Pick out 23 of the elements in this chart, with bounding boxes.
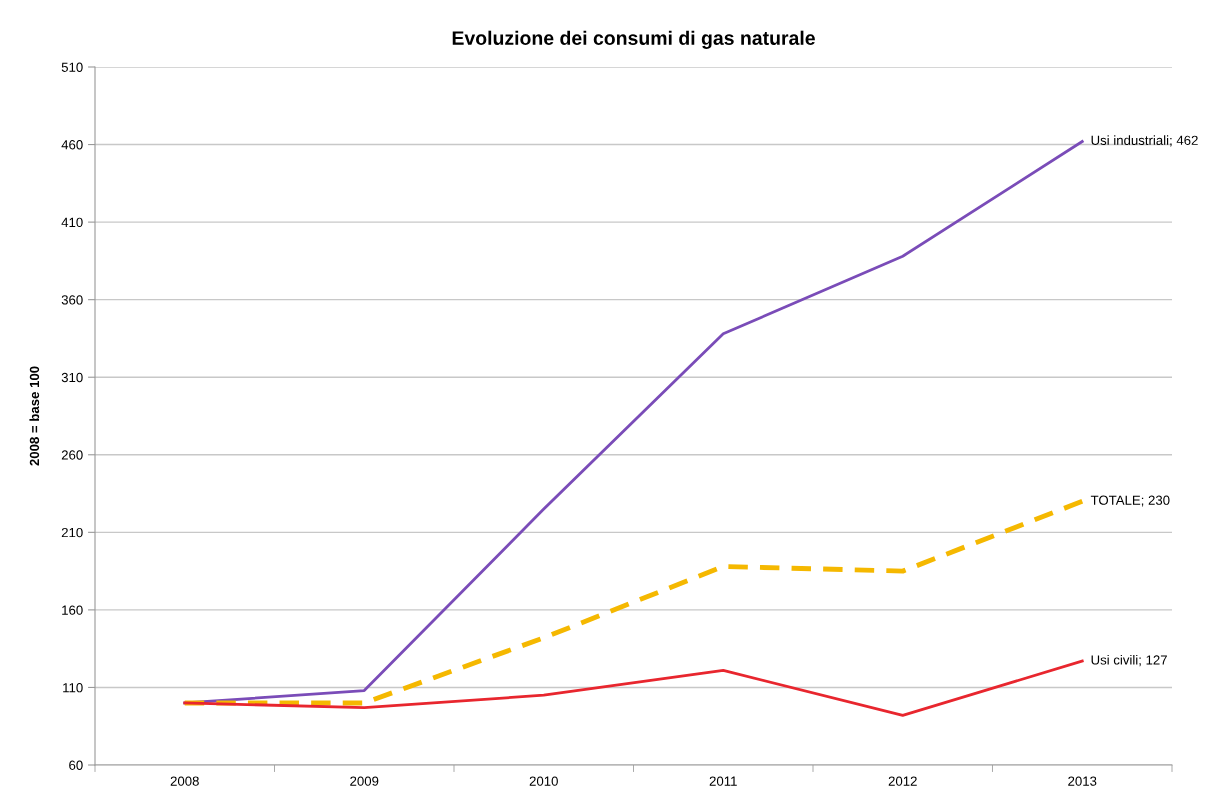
y-tick-label: 160 — [62, 605, 83, 615]
data-label: TOTALE; 230 — [1090, 495, 1170, 507]
y-tick-label: 260 — [61, 450, 83, 460]
y-tick-label: 60 — [69, 760, 83, 770]
x-tick-label: 2008 — [170, 776, 199, 786]
data-label: Usi civili; 127 — [1091, 654, 1167, 667]
y-axis-title: 2008 = base 100 — [29, 366, 40, 466]
line-series — [183, 659, 1084, 717]
y-tick-label: 210 — [61, 527, 83, 538]
y-tick-label: 360 — [61, 295, 83, 305]
y-tick-label: 110 — [63, 683, 83, 693]
x-tick-label: 2010 — [529, 776, 558, 786]
y-tick-label: 310 — [61, 372, 83, 383]
line-series — [182, 498, 1085, 706]
y-tick-label: 460 — [61, 140, 83, 150]
x-tick-label: 2009 — [350, 776, 379, 786]
x-tick-label: 2013 — [1068, 776, 1097, 786]
chart-title: Evoluzione dei consumi di gas naturale — [452, 30, 815, 49]
x-tick-label: 2012 — [888, 776, 917, 786]
x-tick-label: 2011 — [709, 776, 737, 786]
y-tick-label: 510 — [61, 62, 83, 72]
data-label: Usi industriali; 462 — [1091, 135, 1198, 147]
y-tick-label: 410 — [61, 217, 83, 228]
